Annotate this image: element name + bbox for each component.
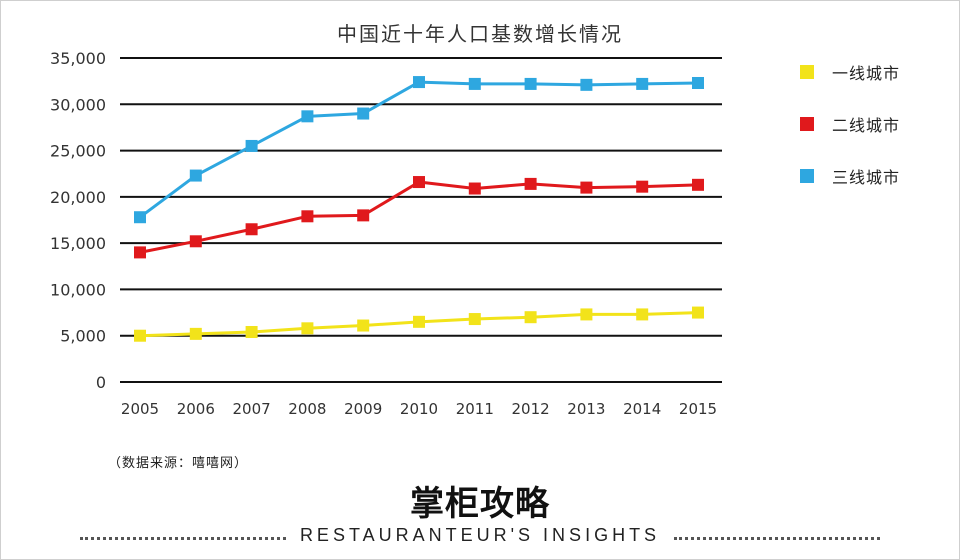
- series-line: [139, 180, 699, 254]
- dotted-divider: [674, 536, 881, 540]
- y-tick-label: 10,000: [50, 280, 106, 299]
- data-point: [413, 315, 425, 328]
- brand-logo: 掌柜攻略: [410, 484, 550, 524]
- data-point: [524, 177, 537, 190]
- data-point: [301, 210, 314, 223]
- data-point: [636, 180, 649, 193]
- chart-title: 中国近十年人口基数增长情况: [337, 22, 623, 46]
- y-tick-label: 15,000: [50, 234, 106, 253]
- x-tick-label: 2011: [456, 400, 494, 418]
- data-point: [357, 319, 370, 332]
- data-point: [580, 181, 593, 194]
- data-point: [692, 76, 704, 89]
- legend-swatch-icon: [800, 117, 814, 131]
- tagline: RESTAURANTEUR'S INSIGHTS: [299, 524, 661, 545]
- data-point: [134, 211, 146, 224]
- data-point: [245, 139, 258, 152]
- data-point: [580, 308, 593, 321]
- series-markers: [134, 76, 704, 342]
- legend-swatch-icon: [800, 65, 814, 79]
- data-point: [189, 169, 202, 182]
- x-tick-label: 2009: [344, 400, 382, 418]
- y-tick-label: 30,000: [50, 95, 106, 114]
- x-tick-label: 2013: [567, 400, 605, 418]
- legend-label: 一线城市: [832, 64, 901, 83]
- data-point: [468, 313, 481, 326]
- series-lines: [139, 80, 699, 338]
- data-point: [301, 322, 314, 335]
- data-source-note: （数据来源：嘻嘻网）: [108, 456, 249, 471]
- data-point: [524, 311, 537, 324]
- y-tick-label: 20,000: [50, 188, 106, 207]
- legend: 一线城市 二线城市 三线城市: [800, 58, 900, 214]
- y-tick-label: 0: [96, 373, 106, 392]
- data-point: [413, 76, 425, 89]
- legend-label: 二线城市: [832, 116, 901, 135]
- data-point: [245, 326, 258, 339]
- data-point: [636, 77, 649, 90]
- data-point: [692, 306, 704, 319]
- legend-item: 一线城市: [800, 58, 900, 86]
- x-tick-label: 2007: [233, 400, 271, 418]
- data-point: [580, 78, 593, 91]
- x-tick-label: 2012: [512, 400, 550, 418]
- y-tick-label: 5,000: [60, 327, 106, 346]
- data-point: [357, 209, 370, 222]
- data-point: [189, 235, 202, 248]
- data-point: [636, 308, 649, 321]
- data-point: [692, 178, 704, 191]
- data-point: [357, 107, 370, 120]
- legend-swatch-icon: [800, 169, 814, 183]
- data-point: [134, 329, 146, 342]
- x-tick-label: 2010: [400, 400, 438, 418]
- x-axis-ticks: 2005 2006 2007 2008 2009 2010 2011 2012 2013 2014…: [121, 400, 717, 418]
- data-point: [524, 77, 537, 90]
- data-point: [468, 182, 481, 195]
- dotted-divider: [80, 536, 286, 540]
- y-axis-ticks: 0 5,000 10,000 15,000 20,000 25,000 30,000 35,0…: [50, 49, 106, 392]
- tagline-row: RESTAURANTEUR'S INSIGHTS: [80, 520, 881, 550]
- x-tick-label: 2015: [679, 400, 717, 418]
- data-point: [413, 176, 425, 189]
- legend-item: 二线城市: [800, 110, 900, 138]
- data-point: [189, 327, 202, 340]
- x-tick-label: 2006: [177, 400, 215, 418]
- y-tick-label: 35,000: [50, 49, 106, 68]
- y-tick-label: 25,000: [50, 142, 106, 161]
- x-tick-label: 2005: [121, 400, 159, 418]
- data-point: [245, 223, 258, 236]
- x-tick-label: 2008: [288, 400, 326, 418]
- x-tick-label: 2014: [623, 400, 661, 418]
- data-point: [134, 246, 146, 259]
- grid-lines: [120, 57, 722, 383]
- data-point: [468, 77, 481, 90]
- legend-item: 三线城市: [800, 162, 900, 190]
- data-point: [301, 110, 314, 123]
- legend-label: 三线城市: [832, 168, 901, 187]
